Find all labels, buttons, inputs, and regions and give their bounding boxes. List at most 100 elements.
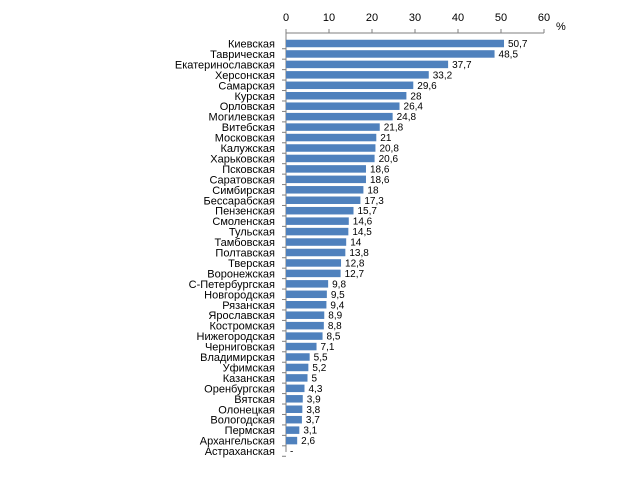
- bar: [286, 81, 414, 90]
- data-label: 12,7: [345, 269, 365, 280]
- bar: [286, 384, 305, 393]
- category-label: Казанская: [223, 373, 275, 385]
- data-label: 15,7: [358, 206, 378, 217]
- data-label: 13,8: [349, 248, 369, 259]
- category-label: Бессарабская: [204, 195, 276, 207]
- bar: [286, 133, 377, 142]
- category-label: Новгородская: [204, 289, 275, 301]
- bar: [286, 112, 393, 121]
- category-label: Вологодская: [210, 415, 275, 427]
- data-label: 8,5: [327, 332, 341, 343]
- data-label: 18,6: [370, 175, 390, 186]
- bar: [286, 290, 327, 299]
- bar: [286, 395, 303, 403]
- x-tick-label: 0: [283, 12, 289, 24]
- bar: [286, 269, 341, 278]
- bar: [286, 50, 495, 58]
- bar: [286, 154, 375, 163]
- data-label: 17,3: [364, 196, 384, 207]
- data-label: 5: [312, 373, 318, 384]
- category-label: Рязанская: [222, 300, 275, 312]
- data-label: 3,8: [306, 405, 320, 416]
- bar: [286, 186, 364, 194]
- bar: [286, 165, 366, 173]
- category-label: Калужская: [220, 143, 275, 155]
- x-axis-ticks: 0 10 20 30 40 50 60: [283, 12, 550, 33]
- x-tick-label: 30: [409, 12, 421, 24]
- bar: [286, 436, 298, 445]
- data-label: 20,6: [379, 154, 399, 165]
- bar: [286, 342, 317, 351]
- category-label: Вятская: [234, 394, 275, 406]
- bar: [286, 175, 366, 184]
- bar: [286, 144, 376, 152]
- value-labels: 50,748,5 37,733,229,62826,424,821,82120,8…: [290, 39, 528, 458]
- category-label: Симбирская: [212, 185, 275, 197]
- data-label: 20,8: [379, 144, 399, 155]
- x-tick-label: 40: [452, 12, 464, 24]
- category-label: Тамбовская: [214, 237, 275, 249]
- category-label: Киевская: [228, 39, 275, 51]
- bar: [286, 363, 309, 372]
- data-label: 14,6: [353, 217, 373, 228]
- bar: [286, 332, 323, 340]
- bar: [286, 206, 354, 215]
- category-label: Псковская: [222, 164, 275, 176]
- category-label: Ярославская: [208, 310, 275, 322]
- category-label: Пензенская: [215, 206, 275, 218]
- data-label: 3,7: [306, 415, 320, 426]
- bar: [286, 39, 505, 48]
- bar: [286, 321, 324, 330]
- bar: [286, 301, 327, 309]
- x-tick-label: 60: [538, 12, 550, 24]
- data-label: 8,8: [328, 321, 342, 332]
- bar: [286, 426, 300, 434]
- axes: [282, 32, 544, 457]
- data-label: 18,6: [370, 164, 390, 175]
- category-label: Могилевская: [209, 112, 275, 124]
- unit-label: %: [556, 21, 566, 33]
- category-label: Астраханская: [205, 446, 275, 458]
- bars: [286, 39, 505, 445]
- data-label: 33,2: [433, 70, 453, 81]
- category-label: Тверская: [228, 258, 275, 270]
- bar: [286, 415, 302, 424]
- data-label: 14: [350, 238, 362, 249]
- category-label: С-Петербургская: [189, 279, 275, 291]
- data-label: 9,5: [331, 290, 345, 301]
- data-label: 37,7: [452, 60, 472, 71]
- data-label: 18: [367, 185, 379, 196]
- category-label: Таврическая: [210, 49, 275, 61]
- data-label: 9,4: [330, 300, 344, 311]
- category-label: Витебская: [222, 122, 275, 134]
- category-label: Московская: [215, 133, 275, 145]
- category-label: Харьковская: [210, 153, 275, 165]
- data-label: 3,9: [307, 394, 321, 405]
- data-label: 12,8: [345, 258, 365, 269]
- bar: [286, 353, 310, 361]
- category-labels: КиевскаяТаврическаяЕкатеринославскаяХерс…: [175, 39, 275, 459]
- category-label: Уфимская: [223, 362, 275, 374]
- category-label: Орловская: [220, 101, 275, 113]
- bar: [286, 92, 407, 100]
- data-label: 26,4: [404, 102, 424, 113]
- data-label: 21: [380, 133, 392, 144]
- data-label: 24,8: [397, 112, 417, 123]
- data-label: 29,6: [417, 81, 437, 92]
- category-label: Костромская: [210, 321, 276, 333]
- data-label: 4,3: [308, 384, 322, 395]
- data-label: 3,1: [303, 426, 317, 437]
- data-label: 2,6: [301, 436, 315, 447]
- data-label: 14,5: [352, 227, 372, 238]
- data-label: 48,5: [499, 49, 519, 60]
- category-label: Курская: [234, 91, 275, 103]
- data-label: 5,5: [314, 353, 328, 364]
- x-tick-label: 50: [495, 12, 507, 24]
- category-label: Оренбургская: [204, 383, 275, 395]
- bar: [286, 405, 303, 413]
- category-label: Полтавская: [215, 248, 275, 260]
- bar: [286, 227, 349, 236]
- category-label: Саратовская: [209, 174, 275, 186]
